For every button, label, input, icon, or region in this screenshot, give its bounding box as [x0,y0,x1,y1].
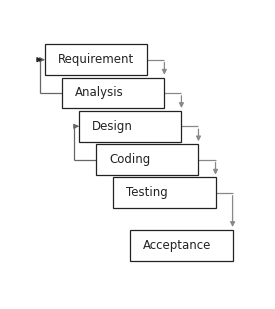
Bar [79,111,182,142]
Bar [45,44,147,75]
Bar [130,230,233,261]
Bar [96,144,199,175]
Text: Coding: Coding [109,153,150,166]
Bar [113,177,216,208]
Text: Requirement: Requirement [58,53,134,66]
Text: Testing: Testing [126,186,168,199]
Bar [62,78,164,108]
Text: Acceptance: Acceptance [143,239,211,252]
Text: Analysis: Analysis [75,87,124,99]
Text: Design: Design [92,120,133,133]
